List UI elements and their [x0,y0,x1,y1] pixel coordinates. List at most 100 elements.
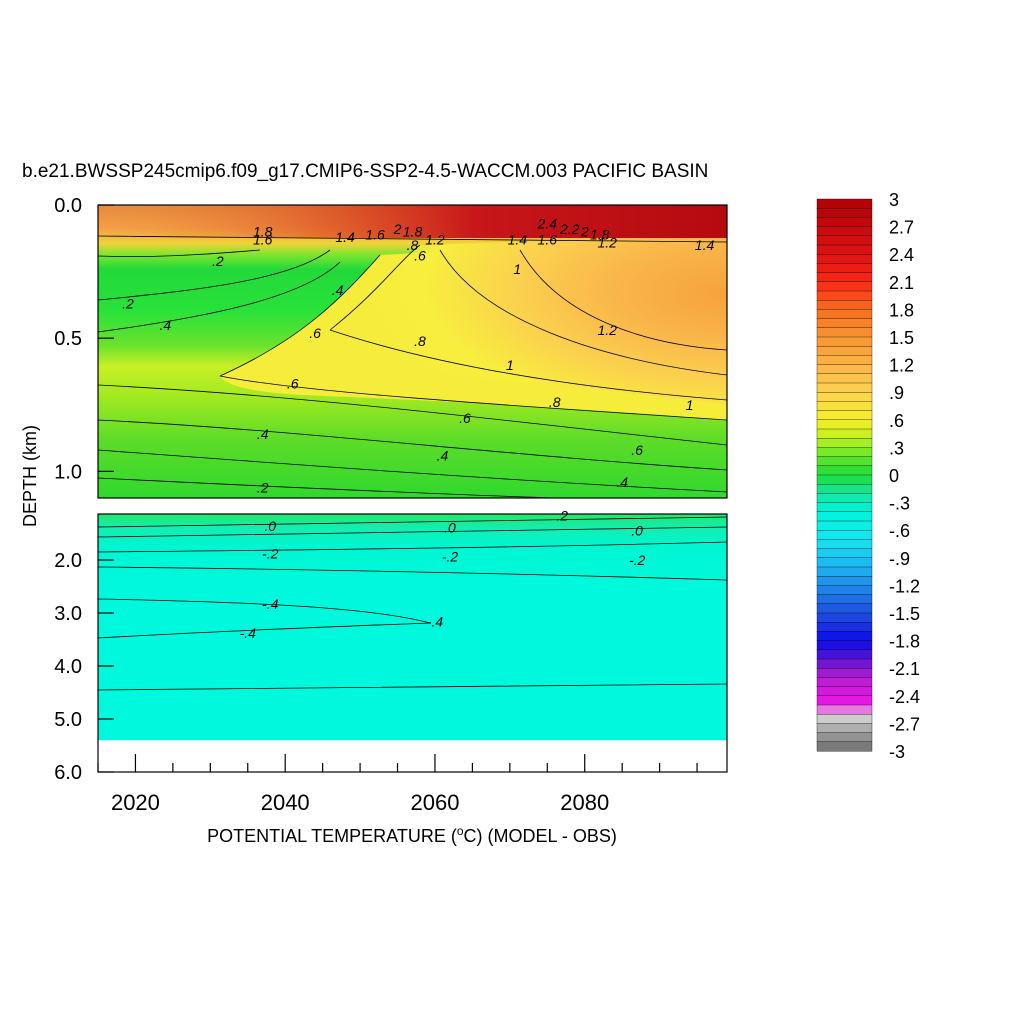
colorbar-swatch [816,741,873,752]
colorbar-swatch [816,677,873,688]
colorbar-swatch [816,622,873,632]
lower-y-axis: 2.0 3.0 4.0 5.0 6.0 [54,550,114,784]
colorbar-label: -2.4 [889,687,920,707]
contour-label: .6 [309,325,321,341]
chart-title: b.e21.BWSSP245cmip6.f09_g17.CMIP6-SSP2-4… [22,161,708,182]
colorbar-swatch [816,456,873,467]
colorbar-swatch [816,281,873,292]
upper-panel: 1.81.6.21.4 1.6 2 1.8 1.2.82.4 2.2 2 1.81.4 1.6 1… [54,195,728,499]
contour-label: 1.4 [335,229,355,245]
lower-panel: .2 .0 .0 .0 -.2 -.2 -.2 -.4 -.4 -.4 2.0 3.0 4.0 5.0 6… [54,508,728,815]
contour-label: 1 [506,357,514,373]
colorbar-label: 1.5 [889,328,914,348]
colorbar-label: 1.8 [889,300,914,320]
contour-label: .4 [616,474,628,490]
contour-label: 1.6 [253,232,273,248]
colorbar-label: -1.5 [889,604,920,624]
colorbar-label: -3 [889,742,905,762]
colorbar-swatch [816,447,873,458]
contour-label: 1.8 [253,224,273,240]
colorbar-swatch [816,290,873,301]
contour-label: 2.4 [537,216,558,232]
upper-plot-frame [97,204,728,499]
colorbar-swatch [816,226,873,237]
colorbar: 3 2.7 2.4 2.1 1.8 1.5 1.2 .9 .6 .3 0 -.3 -.6 -.9 -1.2 -… [816,190,920,762]
contour-label: .6 [414,248,426,264]
colorbar-swatch [816,585,873,596]
contour-label: -.2 [629,552,646,568]
contour-label: 1.6 [365,226,385,242]
colorbar-swatch [816,594,873,605]
colorbar-swatch [816,474,873,485]
colorbar-label: 0 [889,466,899,486]
colorbar-swatch [816,465,873,476]
contour-label: .0 [631,522,643,538]
contour-label: 1.8 [403,224,423,240]
colorbar-swatch [816,511,873,522]
contour-label: 2 [580,224,589,240]
colorbar-swatch [816,658,873,669]
contour-label: 1.4 [508,232,528,248]
contour-label: .4 [257,426,269,442]
contour-label: .4 [160,317,172,333]
colorbar-label: -1.2 [889,576,920,596]
colorbar-label: -.3 [889,494,910,514]
colorbar-swatch [816,732,873,743]
colorbar-swatch [816,309,873,320]
contour-label: -.4 [262,596,279,612]
colorbar-swatch [816,668,873,678]
contour-label: .2 [212,253,224,269]
x-tick-label: 2060 [410,790,459,815]
colorbar-label: 2.4 [889,245,914,265]
surface-warm-band [98,205,727,238]
lower-plot-frame [97,513,728,773]
y-axis-label: DEPTH (km) [20,425,40,527]
colorbar-swatch [816,539,873,550]
warm-orange-region [330,235,727,405]
colorbar-swatch [816,410,873,421]
contour-label: .0 [264,518,276,534]
colorbar-label: -.6 [889,521,910,541]
y-tick-label: 1.0 [54,461,82,483]
contour-label: 1.2 [425,232,445,248]
colorbar-swatch [816,649,873,660]
contour-label: 1.2 [597,322,617,338]
colorbar-label: 1.2 [889,356,914,376]
y-tick-label: 5.0 [54,709,82,731]
contour-label: 1.8 [590,226,610,242]
y-tick-label: 2.0 [54,550,82,572]
upper-contour-lines [98,235,727,498]
lower-contour-labels: .2 .0 .0 .0 -.2 -.2 -.2 -.4 -.4 -.4 [240,508,646,642]
colorbar-swatch [816,530,873,540]
contour-label: .4 [332,282,344,298]
y-tick-label: 6.0 [54,762,82,784]
colorbar-swatch [816,254,873,264]
contour-label: 1.6 [538,232,558,248]
contour-label: .6 [459,410,471,426]
colorbar-swatch [816,714,873,724]
contour-label: .0 [444,519,456,535]
x-axis-label: POTENTIAL TEMPERATURE (oC) (MODEL - OBS) [207,824,617,846]
colorbar-label: .3 [889,438,904,458]
colorbar-swatch [816,263,873,274]
colorbar-swatch [816,612,873,623]
colorbar-swatch [816,695,873,706]
lower-field [98,514,727,741]
colorbar-label: .9 [889,383,904,403]
upper-y-axis: 0.0 0.5 1.0 [54,195,114,483]
contour-label: 2 [393,221,402,237]
y-tick-label: 4.0 [54,656,82,678]
lower-contour-lines [97,516,728,691]
contour-label: .4 [437,447,449,463]
contour-label: 2.2 [559,221,580,237]
colorbar-swatch [816,198,873,209]
colorbar-swatch [816,557,873,568]
colorbar-swatch [816,603,873,614]
colorbar-labels: 3 2.7 2.4 2.1 1.8 1.5 1.2 .9 .6 .3 0 -.3 -.6 -.9 -1.2 -… [889,190,920,762]
colorbar-swatch [816,640,873,651]
colorbar-swatch [816,244,873,255]
colorbar-swatch [816,355,873,366]
colorbar-swatch [816,373,873,384]
